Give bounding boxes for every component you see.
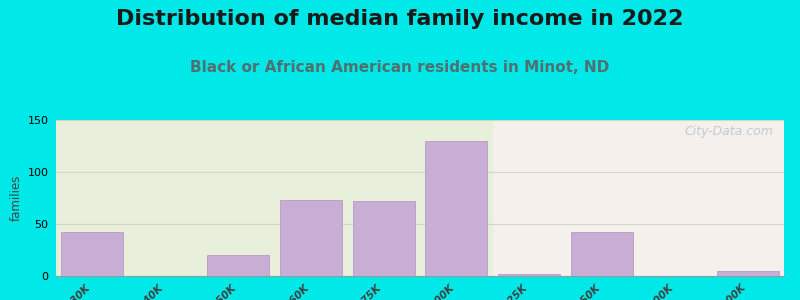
Text: City-Data.com: City-Data.com: [684, 125, 773, 138]
Text: Distribution of median family income in 2022: Distribution of median family income in …: [116, 9, 684, 29]
Bar: [280, 200, 342, 276]
Bar: [207, 255, 269, 276]
Bar: [426, 141, 487, 276]
Bar: [571, 232, 633, 276]
Y-axis label: families: families: [10, 175, 23, 221]
Bar: [717, 271, 778, 276]
Text: Black or African American residents in Minot, ND: Black or African American residents in M…: [190, 60, 610, 75]
Bar: [493, 120, 784, 276]
Bar: [498, 274, 560, 276]
Bar: [353, 201, 414, 276]
Bar: [62, 232, 123, 276]
